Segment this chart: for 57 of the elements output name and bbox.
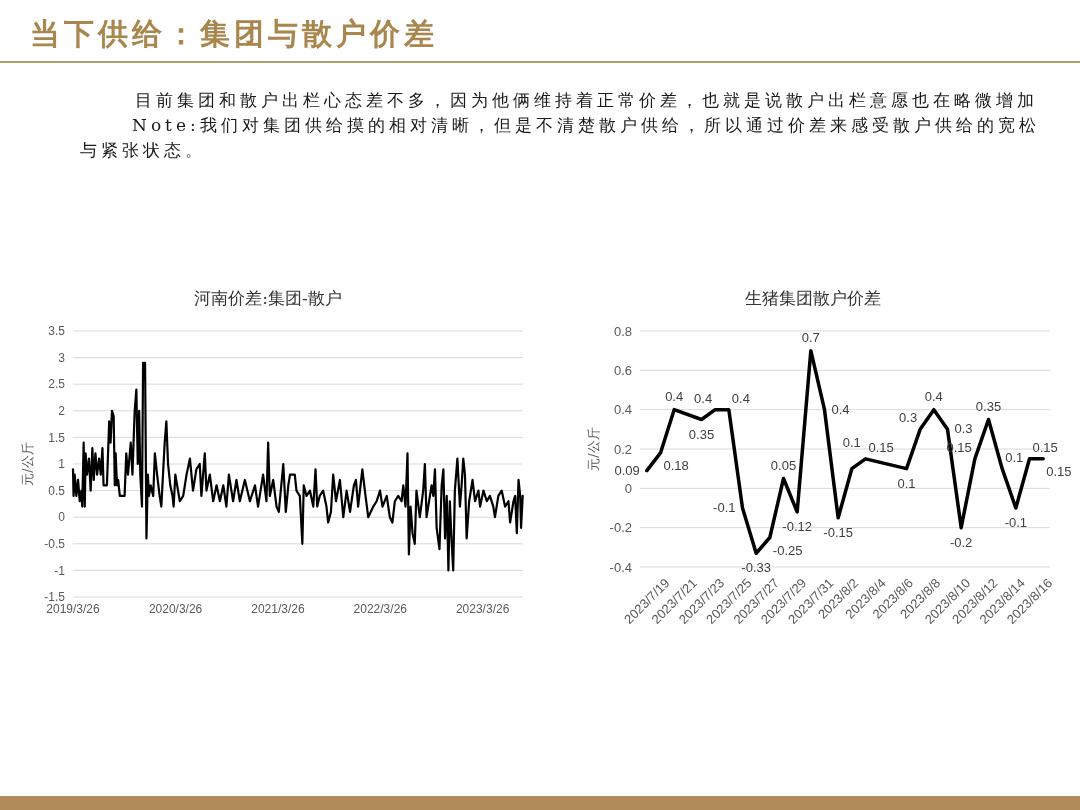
- x-tick-label: 2019/3/26: [46, 602, 101, 616]
- x-tick-label: 2021/3/26: [251, 602, 305, 616]
- data-label: -0.1: [713, 500, 736, 515]
- y-tick-label: 0: [58, 510, 66, 525]
- data-label: 0.3: [899, 410, 918, 426]
- data-label: 0.15: [1032, 439, 1058, 455]
- x-tick-label: 2022/3/26: [353, 602, 408, 616]
- text: 目前集团和散户出栏心态差不多，因为他俩维持着正常价差，也就是说散户出栏意愿也在略微增加: [134, 89, 1039, 112]
- chart-title: 河南价差:集团-散户: [194, 288, 342, 308]
- data-label: 0.1: [897, 475, 916, 491]
- line-series: [71, 361, 524, 572]
- y-axis-title: 元/公斤: [20, 442, 36, 486]
- y-tick-label: -1: [54, 563, 66, 578]
- data-label: 0.4: [924, 388, 943, 404]
- y-tick-label: 0.2: [613, 441, 632, 457]
- data-label: -0.15: [823, 524, 853, 540]
- data-label: 0.09: [614, 462, 640, 478]
- y-tick-label: -1.5: [44, 590, 66, 605]
- y-tick-label: 0.8: [613, 323, 632, 339]
- y-tick-label: 1.5: [48, 430, 66, 445]
- data-label: 0.15: [1046, 463, 1072, 479]
- data-label: -0.2: [949, 534, 973, 550]
- data-label: 0.05: [770, 457, 797, 473]
- y-axis-title: 元/公斤: [585, 427, 601, 471]
- x-tick-label: 2020/3/26: [148, 602, 203, 616]
- y-tick-label: -0.5: [44, 537, 66, 551]
- y-tick-label: 0.4: [613, 402, 632, 418]
- data-label: 0.4: [694, 390, 713, 406]
- y-tick-label: -0.2: [609, 520, 632, 536]
- text: 当下供给：集团与散户价差: [30, 15, 438, 53]
- y-tick-label: 2: [58, 404, 66, 418]
- y-tick-label: 1: [58, 457, 66, 472]
- data-label: 0.4: [665, 388, 684, 404]
- data-label: 0.7: [801, 329, 820, 345]
- data-label: 0.35: [975, 398, 1002, 414]
- y-tick-label: 3: [58, 350, 66, 365]
- y-tick-label: 0: [624, 480, 632, 496]
- data-label: 0.1: [1005, 449, 1024, 465]
- data-label: -0.12: [782, 518, 812, 534]
- text: Note:我们对集团供给摸的相对清晰，但是不清楚散户供给，所以通过价差来感受散户供给的宽松与紧张状态。: [80, 114, 1041, 162]
- data-label: 0.1: [842, 434, 861, 450]
- data-label: 0.35: [688, 426, 715, 442]
- x-tick-label: 2023/3/26: [455, 602, 510, 616]
- data-label: 0.3: [954, 421, 973, 437]
- y-tick-label: 2.5: [48, 377, 66, 392]
- data-label: -0.1: [1004, 515, 1028, 530]
- data-label: 0.15: [868, 439, 894, 455]
- y-tick-label: 0.5: [48, 483, 66, 498]
- data-label: 0.4: [831, 401, 850, 417]
- y-tick-label: 3.5: [48, 324, 66, 339]
- chart-title: 生猪集团散户价差: [745, 288, 881, 308]
- data-label: 0.4: [731, 390, 750, 406]
- y-tick-label: 0.6: [613, 362, 632, 378]
- data-label: -0.33: [741, 560, 771, 576]
- data-label: 0.18: [663, 457, 689, 473]
- y-tick-label: -0.4: [609, 559, 632, 575]
- data-label: -0.25: [772, 542, 803, 558]
